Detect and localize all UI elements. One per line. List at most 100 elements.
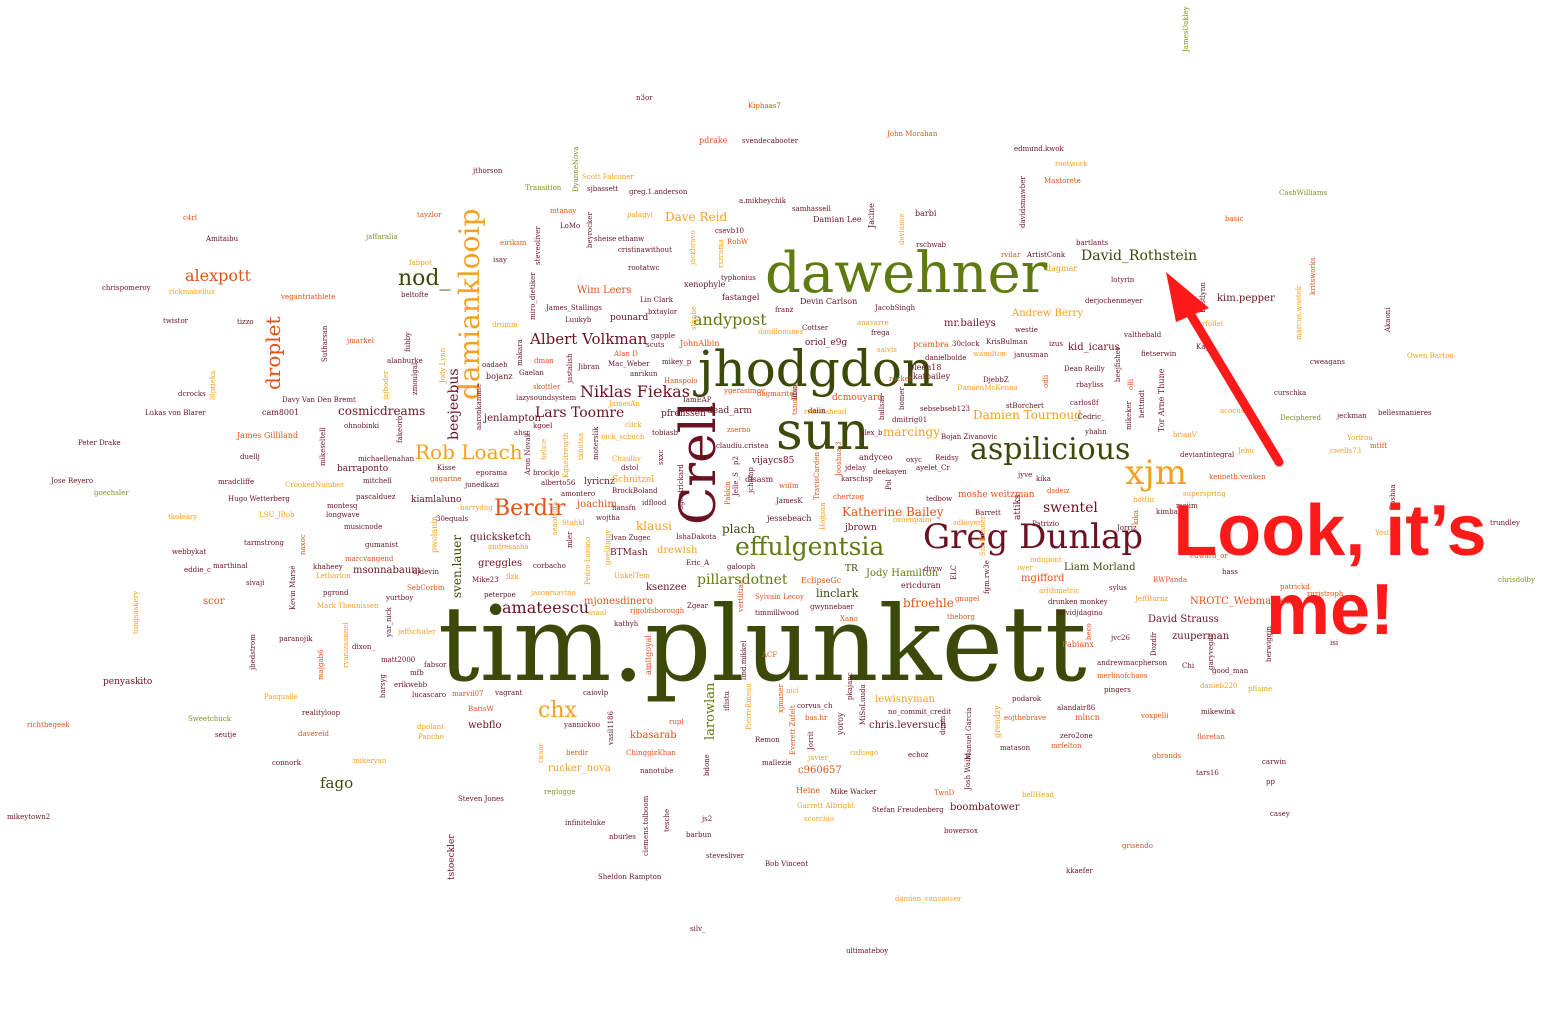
contributor-name: c4rl [183, 214, 197, 222]
contributor-name: linclark [816, 587, 859, 600]
contributor-name: pgrond [323, 589, 349, 597]
contributor-name: voxpelli [1141, 712, 1169, 720]
contributor-name: izus [1049, 340, 1064, 348]
contributor-name: Reidsy [935, 454, 959, 462]
contributor-name: theborg [947, 613, 975, 621]
contributor-name: bowersox [944, 827, 978, 835]
callout-line-2: me! [1265, 570, 1395, 651]
contributor-name: iwer [1017, 564, 1033, 572]
contributor-name: vegantriathlete [281, 293, 336, 301]
contributor-name: Yest [1375, 529, 1390, 537]
contributor-name: gwynnebaer [810, 603, 854, 611]
contributor-name: frega [871, 329, 890, 337]
contributor-name: KrisBulman [986, 338, 1028, 346]
contributor-name: mtift [1370, 442, 1388, 450]
contributor-name: jyve [1018, 471, 1033, 479]
contributor-name: katbailey [913, 372, 951, 381]
contributor-name: curschka [1274, 389, 1307, 397]
contributor-name: alex_b [860, 429, 883, 437]
contributor-name: ygerasimov [724, 387, 765, 395]
contributor-name: Niklas Fiekas [580, 382, 690, 401]
contributor-name: pascalduez [356, 493, 396, 501]
contributor-name: bellesmanieres [1378, 409, 1432, 417]
contributor-name: chrispomeroy [102, 284, 151, 292]
contributor-name: pdrake [699, 136, 728, 145]
contributor-name: mikey_p [662, 358, 692, 366]
contributor-name: Heine [796, 786, 821, 795]
contributor-name: Patrizio [1032, 520, 1060, 528]
contributor-name: duellj [240, 453, 260, 461]
contributor-name: jvc26 [1111, 634, 1130, 642]
contributor-name: ericduran [901, 581, 941, 590]
contributor-name: sdboyer [953, 519, 982, 527]
contributor-name: mr.baileys [944, 318, 996, 329]
contributor-name: Jose Reyero [51, 477, 94, 485]
contributor-name: Peter Drake [78, 439, 121, 447]
contributor-name: BWPanda [1153, 576, 1188, 584]
contributor-name: Wim Leers [577, 285, 632, 296]
contributor-name: javier_ [808, 754, 832, 762]
contributor-name: valthebald [1124, 331, 1162, 339]
contributor-name: ArtistConk [1027, 251, 1066, 259]
contributor-name: kid_icarus [1068, 342, 1120, 353]
contributor-name: tkoleary [168, 513, 198, 521]
contributor-name: Eric_A [686, 559, 710, 567]
contributor-name: greggles [478, 558, 523, 569]
contributor-name: dawehner [765, 241, 1048, 306]
contributor-name: jbrown [845, 523, 877, 533]
contributor-name: mikeytown2 [7, 813, 51, 821]
contributor-name: musicnode [344, 523, 383, 531]
contributor-name: Lukas von Blarer [145, 409, 206, 417]
contributor-name: kim.pepper [1217, 293, 1275, 304]
contributor-name: echoz [908, 751, 929, 759]
contributor-name: redndahead [804, 408, 847, 416]
contributor-name: brockjo [533, 469, 560, 477]
contributor-name: Fabianx [1062, 640, 1094, 649]
contributor-name: mikewink [1201, 708, 1236, 716]
contributor-name: IamEAP [683, 396, 712, 404]
contributor-name: pp [1266, 778, 1275, 786]
contributor-name: a.mikheychik [739, 197, 787, 205]
contributor-name: Andrew Berry [1012, 308, 1083, 319]
contributor-name: mallezie [762, 759, 792, 767]
contributor-name: rfollet [1202, 320, 1224, 328]
contributor-name: anavarre [857, 319, 889, 327]
contributor-name: David Strauss [1148, 614, 1219, 625]
contributor-name: oxoenpalm [893, 516, 932, 524]
contributor-name: mradcliffe [218, 478, 255, 486]
contributor-name: Garrett Albright [797, 802, 855, 810]
contributor-name: superspring [1183, 490, 1226, 498]
contributor-name: caiovlp [583, 689, 609, 697]
contributor-name: jmarkel [347, 337, 374, 345]
contributor-name: zuuperman [1172, 631, 1230, 642]
contributor-name: klausi [636, 519, 672, 533]
contributor-name: JamesK [776, 497, 803, 505]
contributor-name: click [625, 421, 642, 429]
contributor-name: asaal [588, 609, 607, 617]
contributor-name: Mac_Weber [608, 360, 650, 368]
contributor-name: erikwebb [394, 681, 428, 689]
contributor-name: Chaulky [612, 455, 641, 463]
contributor-name: jeckman [1337, 412, 1367, 420]
contributor-name: JeffBurnz [1135, 595, 1169, 603]
contributor-name: jasonrsavino [531, 589, 576, 597]
contributor-name: CrookedNumber [285, 481, 345, 489]
contributor-name: zserno [727, 426, 751, 434]
callout-line-1: Look, it’s [1173, 491, 1487, 571]
contributor-name: DamienMcKenna [957, 384, 1018, 392]
contributor-name: Ivan Zugec [611, 534, 651, 542]
contributor-name: dixon_ [352, 643, 375, 651]
contributor-name: lyricnz [584, 477, 615, 487]
contributor-name: effulgentsia [735, 532, 885, 561]
contributor-name: patrickd [1280, 583, 1310, 591]
contributor-name: trundley [1490, 519, 1520, 527]
contributor-name: Berdir [494, 496, 566, 521]
contributor-name: Pasqualle [264, 693, 298, 701]
contributor-name: chris.leversuch [869, 720, 947, 731]
contributor-name: longwave [326, 511, 360, 519]
contributor-name: rbayliss [1076, 381, 1104, 389]
contributor-name: infiniteluke [565, 819, 606, 827]
contributor-name: Letharion [316, 572, 351, 580]
contributor-name: xenophyle [684, 280, 726, 289]
contributor-name: Dean Reilly [1064, 365, 1105, 373]
